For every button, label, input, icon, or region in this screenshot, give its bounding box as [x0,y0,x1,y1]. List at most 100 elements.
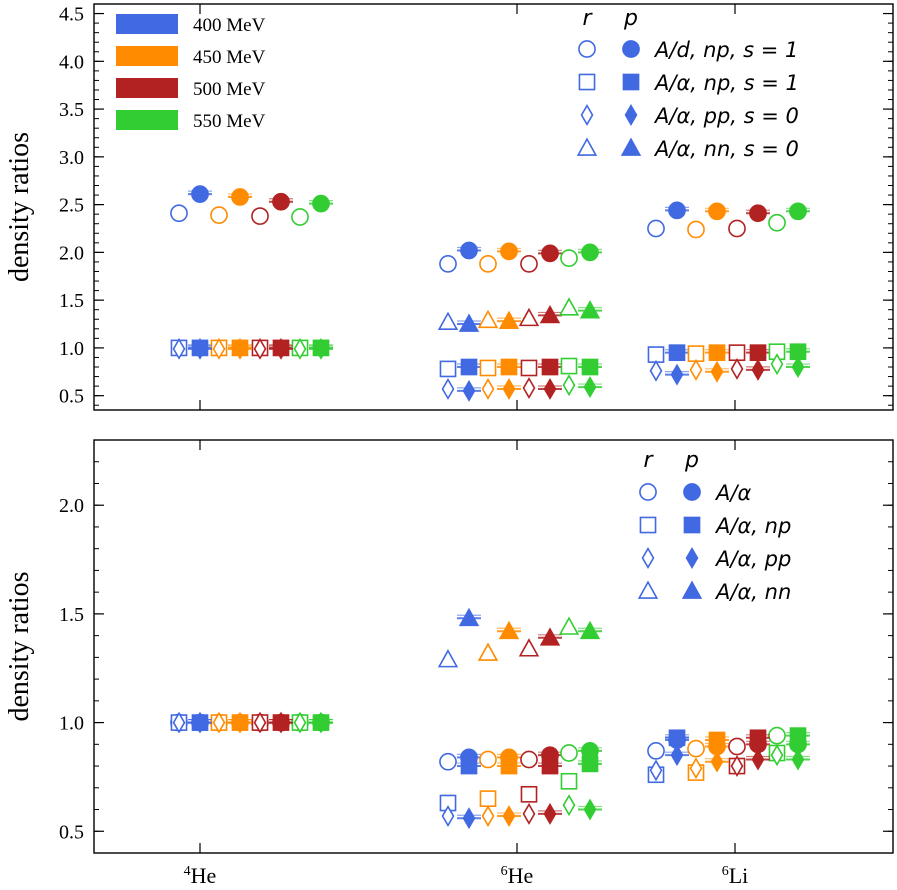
energy-legend-label: 550 MeV [193,111,266,132]
legend-label-triangle: A/α, nn, s = 0 [653,137,799,161]
data-point-p-diamond [583,798,597,821]
data-point-p-diamond [583,376,597,399]
data-point-p-diamond [193,711,207,734]
data-point-r-circle [479,750,497,769]
data-point-r-diamond [293,711,307,734]
legend-marker-p-triangle [681,580,703,599]
legend-marker-r-diamond [641,547,655,569]
data-point-r-diamond [730,755,744,778]
marker-legend: r p A/α A/α, np A/α, pp A/α, nn [637,448,791,604]
data-point-r-circle [768,726,786,745]
data-point-r-diamond [253,711,267,734]
data-point-r-diamond [481,378,495,400]
data-point-r-circle [560,744,578,762]
data-point-p-circle [789,202,807,221]
data-point-r-circle [251,207,269,225]
data-point-r-circle [728,737,746,756]
energy-legend-label: 450 MeV [193,47,266,68]
y-tick-label: 1.5 [59,290,84,312]
data-point-p-square [749,729,767,747]
data-point-p-square [460,358,478,376]
x-tick-label-base: He [191,863,217,888]
data-point-p-square [749,344,767,362]
data-point-p-square [500,358,518,376]
data-point-p-diamond [751,748,765,771]
data-point-r-circle [647,741,665,760]
legend-header-r: r [582,6,593,31]
data-point-r-triangle [518,307,540,327]
legend-marker-r-diamond [580,104,594,126]
data-point-p-diamond [274,711,288,734]
data-point-p-diamond [314,337,328,360]
y-axis-label: density ratios [4,571,35,721]
data-point-r-circle [560,249,578,267]
data-point-r-square [520,785,538,803]
data-point-r-triangle [518,638,540,657]
plot-frame [93,3,894,411]
data-point-r-square [560,357,578,375]
data-point-p-square [668,344,686,362]
legend-marker-p-triangle [620,137,642,156]
legend-marker-p-diamond [624,104,638,126]
x-tick-label: 4He [184,863,217,888]
data-point-p-circle [668,201,686,220]
data-point-p-diamond [314,711,328,734]
data-point-r-diamond [689,358,703,381]
data-point-p-diamond [233,337,247,360]
legend-label-circle: A/d, np, s = 1 [653,38,798,62]
data-point-p-diamond [670,363,684,386]
legend-label-circle: A/α [714,481,751,505]
data-point-r-diamond [649,359,663,382]
data-point-p-square [581,755,599,773]
y-tick-label: 4.0 [59,51,84,73]
data-point-p-diamond [193,337,207,360]
data-point-r-circle [520,750,538,769]
data-point-r-circle [439,752,457,771]
data-point-p-circle [500,242,518,261]
energy-legend-swatch [116,46,178,66]
y-tick-label: 2.0 [59,495,84,517]
data-point-r-circle [687,739,705,758]
x-tick-label-sup: 6 [501,864,508,879]
x-tick-label-sup: 6 [722,864,729,879]
data-point-r-diamond [770,353,784,376]
data-point-r-diamond [212,337,226,360]
data-point-p-triangle [539,304,561,324]
data-point-r-diamond [770,744,784,767]
data-point-p-diamond [233,711,247,734]
data-point-r-square [439,360,457,378]
y-tick-label: 3.5 [59,99,84,121]
energy-legend-swatch [116,78,178,98]
data-point-p-circle [191,185,209,203]
data-point-p-circle [272,192,290,211]
data-point-p-circle [312,194,330,213]
data-point-p-square [460,757,478,775]
legend-marker-p-circle [622,40,640,58]
data-point-p-diamond [274,337,288,360]
y-tick-label: 2.0 [59,242,84,264]
data-point-p-triangle [539,627,561,646]
data-point-r-square [647,346,665,363]
marker-legend: r p A/d, np, s = 1 A/α, np, s = 1 A/α, pp, s… [576,6,799,161]
data-point-r-diamond [172,711,186,734]
data-point-r-triangle [437,649,459,668]
y-tick-label: 1.0 [59,713,84,735]
x-tick-label-base: He [508,863,534,888]
data-point-r-circle [479,254,497,273]
energy-legend-label: 400 MeV [193,15,266,36]
data-point-p-square [581,358,599,376]
data-point-r-circle [439,254,457,273]
data-point-r-square [479,359,497,377]
data-point-r-circle [647,219,665,238]
data-point-p-diamond [543,378,557,400]
data-point-r-diamond [689,757,703,780]
data-point-p-diamond [543,802,557,825]
data-point-p-square [668,729,686,747]
legend-label-square: A/α, np [714,514,791,538]
data-point-p-circle [231,188,249,206]
legend-marker-p-diamond [685,547,699,569]
data-point-p-diamond [751,358,765,381]
energy-legend: 400 MeV 450 MeV 500 MeV 550 MeV [116,14,266,132]
data-point-r-circle [768,213,786,232]
x-tick-label: 6He [501,863,534,888]
